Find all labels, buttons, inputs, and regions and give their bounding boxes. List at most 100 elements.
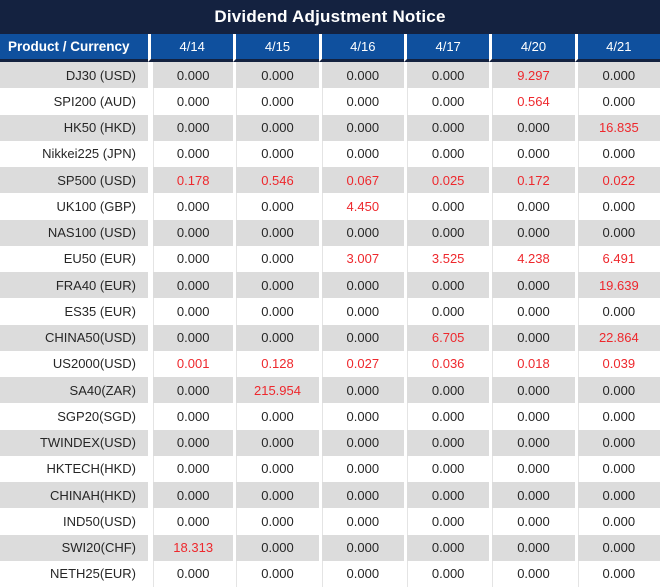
value-cell: 0.000 (148, 560, 234, 587)
value-cell: 0.000 (403, 403, 490, 430)
product-label: HK50 (HKD) (0, 114, 148, 141)
product-label: NAS100 (USD) (0, 219, 148, 246)
value-cell: 0.564 (489, 88, 575, 115)
value-cell: 0.000 (318, 560, 404, 587)
table-row: HKTECH(HKD) 0.000 0.000 0.000 0.000 0.000 0.00… (0, 455, 660, 482)
value-cell: 0.000 (574, 508, 660, 535)
value-cell: 0.000 (148, 429, 234, 456)
table-row: FRA40 (EUR) 0.000 0.000 0.000 0.000 0.000 19.6… (0, 272, 660, 299)
value-cell: 0.000 (148, 219, 234, 246)
value-cell: 0.000 (148, 403, 234, 430)
value-cell: 0.000 (148, 298, 234, 325)
column-header-date: 4/17 (403, 34, 490, 62)
value-cell: 0.546 (233, 167, 319, 194)
table-row: CHINAH(HKD) 0.000 0.000 0.000 0.000 0.000 0.00… (0, 482, 660, 509)
value-cell: 0.000 (489, 324, 575, 351)
value-cell: 0.000 (233, 88, 319, 115)
value-cell: 9.297 (489, 62, 575, 89)
value-cell: 0.000 (148, 193, 234, 220)
value-cell: 0.000 (148, 88, 234, 115)
value-cell: 0.178 (148, 167, 234, 194)
value-cell: 0.000 (489, 193, 575, 220)
value-cell: 0.000 (574, 377, 660, 404)
product-label: SP500 (USD) (0, 167, 148, 194)
value-cell: 0.000 (318, 455, 404, 482)
value-cell: 0.000 (574, 403, 660, 430)
value-cell: 0.000 (489, 429, 575, 456)
value-cell: 0.000 (318, 114, 404, 141)
value-cell: 0.000 (403, 140, 490, 167)
value-cell: 0.000 (233, 272, 319, 299)
value-cell: 0.000 (574, 482, 660, 509)
product-label: ES35 (EUR) (0, 298, 148, 325)
value-cell: 0.000 (233, 298, 319, 325)
value-cell: 0.000 (574, 534, 660, 561)
value-cell: 0.000 (489, 508, 575, 535)
value-cell: 4.238 (489, 245, 575, 272)
value-cell: 0.000 (574, 140, 660, 167)
product-label: TWINDEX(USD) (0, 429, 148, 456)
value-cell: 0.000 (574, 193, 660, 220)
value-cell: 0.022 (574, 167, 660, 194)
value-cell: 0.000 (403, 377, 490, 404)
value-cell: 0.067 (318, 167, 404, 194)
title-bar: Dividend Adjustment Notice (0, 0, 660, 34)
value-cell: 0.000 (233, 560, 319, 587)
table-row: US2000(USD) 0.001 0.128 0.027 0.036 0.018 0.03… (0, 350, 660, 377)
product-label: SGP20(SGD) (0, 403, 148, 430)
value-cell: 0.000 (318, 62, 404, 89)
value-cell: 0.000 (318, 482, 404, 509)
value-cell: 3.007 (318, 245, 404, 272)
value-cell: 0.000 (489, 455, 575, 482)
column-header-product: Product / Currency (0, 34, 148, 62)
value-cell: 0.000 (403, 455, 490, 482)
table-row: NAS100 (USD) 0.000 0.000 0.000 0.000 0.000 0.0… (0, 219, 660, 246)
product-label: SPI200 (AUD) (0, 88, 148, 115)
value-cell: 0.000 (318, 219, 404, 246)
value-cell: 0.000 (403, 62, 490, 89)
value-cell: 0.000 (489, 140, 575, 167)
value-cell: 0.000 (233, 455, 319, 482)
value-cell: 6.491 (574, 245, 660, 272)
product-label: UK100 (GBP) (0, 193, 148, 220)
value-cell: 0.000 (318, 377, 404, 404)
value-cell: 0.018 (489, 350, 575, 377)
value-cell: 0.000 (233, 508, 319, 535)
table-row: Nikkei225 (JPN) 0.000 0.000 0.000 0.000 0.000… (0, 140, 660, 167)
value-cell: 0.000 (489, 482, 575, 509)
value-cell: 0.027 (318, 350, 404, 377)
value-cell: 0.000 (318, 140, 404, 167)
table-row: IND50(USD) 0.000 0.000 0.000 0.000 0.000 0.000 (0, 508, 660, 535)
table-row: SPI200 (AUD) 0.000 0.000 0.000 0.000 0.564 0.0… (0, 88, 660, 115)
table-header: Product / Currency 4/14 4/15 4/16 4/17 4/20 4… (0, 34, 660, 62)
value-cell: 0.000 (233, 62, 319, 89)
product-label: DJ30 (USD) (0, 62, 148, 89)
product-label: IND50(USD) (0, 508, 148, 535)
product-label: EU50 (EUR) (0, 245, 148, 272)
value-cell: 0.000 (403, 560, 490, 587)
value-cell: 0.128 (233, 350, 319, 377)
value-cell: 0.000 (148, 455, 234, 482)
table-row: DJ30 (USD) 0.000 0.000 0.000 0.000 9.297 0.000 (0, 62, 660, 89)
table-row: ES35 (EUR) 0.000 0.000 0.000 0.000 0.000 0.000 (0, 298, 660, 325)
value-cell: 0.000 (574, 88, 660, 115)
value-cell: 0.000 (574, 298, 660, 325)
product-label: US2000(USD) (0, 350, 148, 377)
product-label: NETH25(EUR) (0, 560, 148, 587)
table-row: NETH25(EUR) 0.000 0.000 0.000 0.000 0.000 0.00… (0, 560, 660, 587)
value-cell: 0.000 (489, 534, 575, 561)
product-label: Nikkei225 (JPN) (0, 140, 148, 167)
value-cell: 0.000 (489, 403, 575, 430)
value-cell: 0.000 (148, 272, 234, 299)
value-cell: 6.705 (403, 324, 490, 351)
value-cell: 0.000 (318, 508, 404, 535)
value-cell: 0.000 (148, 62, 234, 89)
value-cell: 0.025 (403, 167, 490, 194)
value-cell: 0.000 (318, 429, 404, 456)
value-cell: 0.000 (148, 114, 234, 141)
value-cell: 0.036 (403, 350, 490, 377)
value-cell: 0.000 (233, 114, 319, 141)
dividend-table: Product / Currency 4/14 4/15 4/16 4/17 4/20 4… (0, 34, 660, 587)
table-row: EU50 (EUR) 0.000 0.000 3.007 3.525 4.238 6.491 (0, 245, 660, 272)
